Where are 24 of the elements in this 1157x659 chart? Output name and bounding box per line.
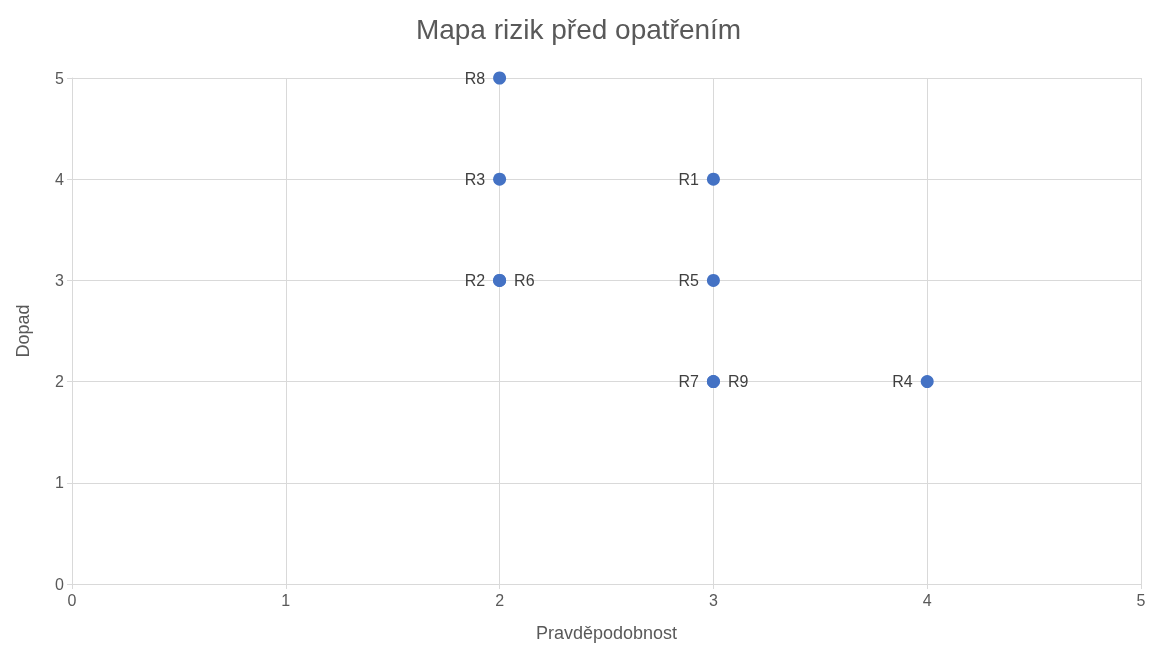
data-label: R7 [678,373,699,391]
y-tick-label: 1 [55,474,65,492]
x-tick-label: 1 [281,591,291,609]
data-label: R6 [514,271,535,289]
y-tick-label: 2 [55,373,65,391]
x-tick-label: 0 [67,591,77,609]
x-axis-title: Pravděpodobnost [535,623,678,643]
data-label: R1 [678,170,699,188]
y-tick-label: 5 [55,69,65,87]
data-label: R3 [464,170,486,188]
data-label: R5 [678,271,699,289]
y-tick-label: 3 [55,271,65,289]
y-tick-label: 4 [55,170,65,188]
y-tick-label: 0 [55,575,65,593]
chart-title: Mapa rizik před opatřením [415,13,742,45]
data-label: R4 [892,373,913,391]
data-label: R2 [464,271,486,289]
y-axis-title: Dopad [13,304,33,358]
data-label: R9 [727,373,749,391]
x-tick-label: 4 [922,591,932,609]
x-tick-label: 3 [708,591,718,609]
x-tick-label: 5 [1136,591,1146,609]
x-tick-label: 2 [495,591,505,609]
data-label: R8 [464,69,486,87]
